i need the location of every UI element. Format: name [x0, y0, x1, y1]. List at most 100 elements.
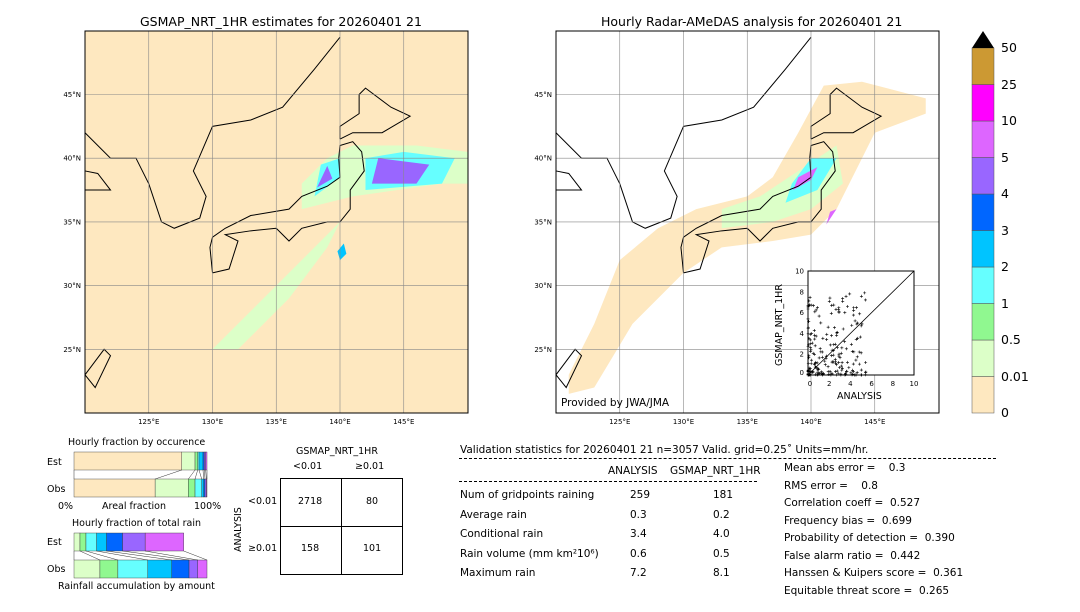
scatter-x-tick: 6	[869, 380, 874, 388]
map-frame	[555, 30, 940, 414]
fraction-segment	[73, 451, 182, 471]
lon-tick-label: 130°E	[202, 418, 223, 426]
connector-line	[198, 469, 202, 480]
fraction-segment	[154, 478, 189, 498]
occurrence-title: Hourly fraction by occurence	[68, 437, 206, 448]
lat-tick-label: 45°N	[534, 91, 552, 99]
maps: 125°E 130°E 135°E 140°E 145°E 45°N 40°N 35°N 30°…	[63, 30, 995, 426]
colorbar-label: 4	[1001, 186, 1009, 201]
lon-tick-label: 145°E	[393, 418, 414, 426]
fraction-segment	[99, 559, 119, 579]
lat-tick-label: 40°N	[534, 155, 552, 163]
lat-tick-label: 25°N	[534, 346, 552, 354]
fraction-segment	[73, 478, 156, 498]
colorbar-label: 3	[1001, 222, 1009, 238]
fraction-segment	[201, 478, 204, 498]
fraction-segment	[147, 559, 172, 579]
lon-tick-label: 135°E	[266, 418, 287, 426]
gsmap-map: 125°E 130°E 135°E 140°E 145°E 45°N 40°N 35°N 30°…	[63, 30, 469, 426]
ct-col-0: <0.01	[293, 461, 323, 472]
stat-gsmap-value: 0.2	[713, 508, 730, 521]
lat-tick-label: 35°N	[63, 218, 81, 226]
connector-line	[202, 469, 204, 480]
fraction-segment	[206, 478, 208, 498]
rain-area	[317, 165, 333, 188]
colorbar-label: 0.01	[1001, 368, 1029, 384]
lon-tick-label: 130°E	[673, 418, 694, 426]
scatter-y-tick: 8	[800, 288, 804, 296]
lon-tick-label: 145°E	[864, 418, 885, 426]
obs-label: Obs	[47, 484, 66, 495]
totalrain-title: Hourly fraction of total rain	[72, 518, 201, 529]
connector-line	[122, 550, 190, 561]
lon-tick-label: 125°E	[609, 418, 630, 426]
colorbar-label: 50	[1001, 40, 1017, 55]
fraction-segment	[194, 451, 198, 471]
ct-row-label: ANALYSIS	[233, 507, 244, 552]
score-line: Hanssen & Kuipers score = 0.361	[784, 567, 964, 579]
stats-col-gsmap: GSMAP_NRT_1HR	[670, 465, 761, 477]
fraction-segment	[85, 532, 97, 552]
scatter-y-tick: 10	[795, 268, 804, 276]
colorbar-label: 1	[1001, 295, 1009, 311]
tick-100: 100%	[194, 501, 222, 512]
fraction-segment	[144, 532, 184, 552]
connector-line	[204, 469, 206, 480]
fraction-segment	[117, 559, 149, 579]
divider	[459, 481, 757, 482]
est-label: Est	[47, 457, 62, 468]
score-line: Correlation coeff = 0.527	[784, 497, 920, 509]
colorbar-segment	[971, 339, 995, 377]
stats-header: Validation statistics for 20260401 21 n=…	[460, 444, 869, 456]
colorbar-segment	[971, 376, 995, 414]
colorbar-label: 0	[1001, 405, 1009, 420]
stat-analysis-value: 3.4	[630, 528, 647, 540]
score-line: Equitable threat score = 0.265	[784, 584, 950, 597]
fraction-segment	[194, 478, 202, 498]
scatter-x-tick: 4	[848, 380, 853, 388]
coastline	[339, 87, 412, 140]
connector-line	[96, 550, 148, 561]
connector-line	[85, 550, 118, 561]
connector-line	[155, 469, 182, 480]
lat-tick-label: 25°N	[63, 346, 81, 354]
colorbar-segment	[971, 266, 995, 304]
scatter-ylabel: GSMAP_NRT_1HR	[774, 284, 785, 366]
lon-tick-label: 140°E	[329, 418, 350, 426]
fraction-segment	[188, 559, 198, 579]
coastline	[555, 348, 583, 389]
left-map-title: GSMAP_NRT_1HR estimates for 20260401 21	[140, 14, 422, 29]
scatter-y-tick: 0	[800, 369, 804, 377]
accum-label: Rainfall accumulation by amount	[58, 581, 215, 592]
connector-line	[188, 469, 196, 480]
tick-0: 0%	[58, 501, 74, 512]
rain-area	[826, 209, 837, 225]
colorbar-segment	[971, 157, 995, 195]
scatter-y-tick: 2	[800, 351, 804, 359]
lat-tick-label: 40°N	[63, 155, 81, 163]
diagonal-line	[807, 270, 915, 376]
stat-analysis-value: 7.2	[630, 567, 647, 579]
score-line: False alarm ratio = 0.442	[784, 549, 921, 562]
lon-tick-label: 135°E	[737, 418, 758, 426]
scatter-x-tick: 8	[891, 380, 895, 388]
lat-tick-label: 45°N	[63, 91, 81, 99]
colorbar-extend-arrow	[972, 31, 994, 48]
coastline	[555, 36, 812, 229]
fraction-segment	[106, 532, 123, 552]
coastline	[84, 36, 341, 229]
ct-row-1: ≥0.01	[248, 543, 278, 554]
stat-gsmap-value: 4.0	[713, 528, 730, 540]
fraction-segment	[171, 559, 190, 579]
stat-gsmap-value: 0.5	[713, 547, 730, 560]
colorbar-segment	[971, 230, 995, 268]
lon-tick-label: 140°E	[800, 418, 821, 426]
ct-col-1: ≥0.01	[355, 461, 385, 472]
score-line: Probability of detection = 0.390	[784, 532, 955, 544]
ct-cell: 80	[366, 496, 379, 507]
ct-cell: 101	[363, 543, 382, 554]
coastline	[555, 170, 583, 191]
fraction-segment	[73, 532, 81, 552]
fraction-segment	[197, 559, 208, 579]
coastline	[810, 87, 883, 140]
